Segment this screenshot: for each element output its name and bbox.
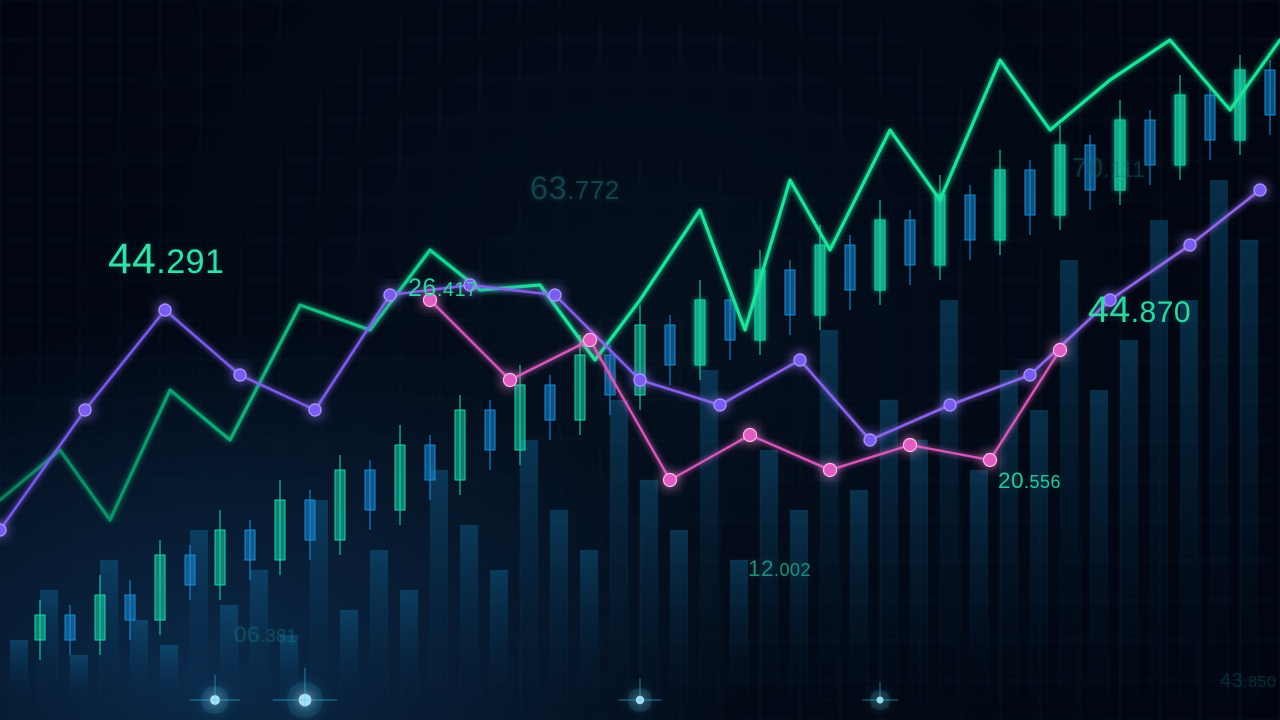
financial-chart: 44.29163.77226.41770.11144.87020.55612.0…	[0, 0, 1280, 720]
chart-svg	[0, 0, 1280, 720]
